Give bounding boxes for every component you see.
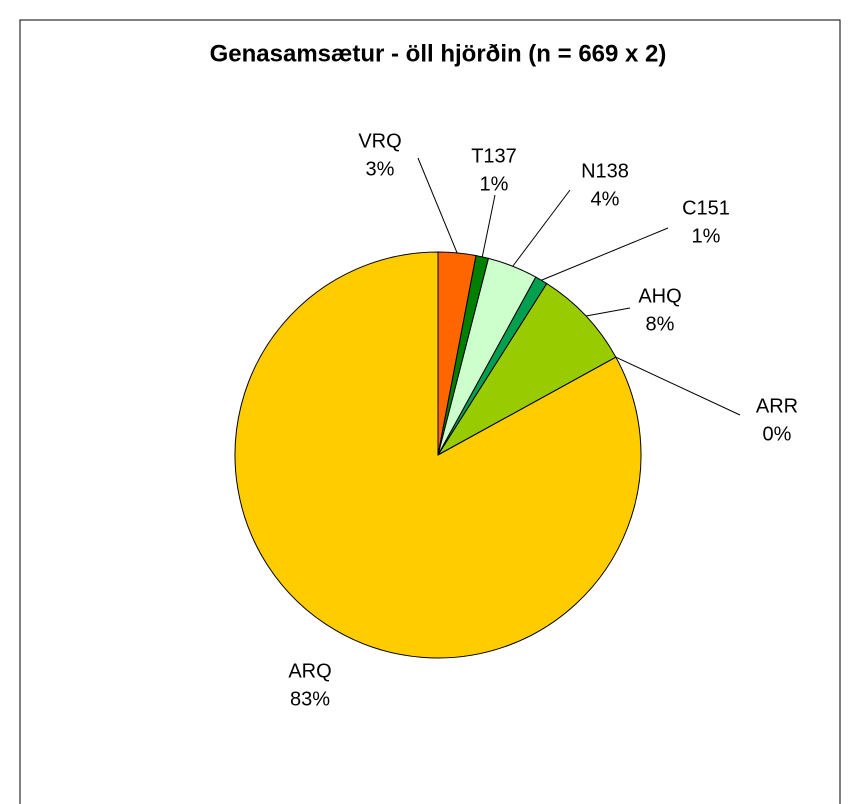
leader-line: [541, 227, 669, 281]
leader-line: [481, 194, 496, 257]
slice-label: AHQ: [638, 285, 681, 307]
pie-slice: [437, 282, 617, 456]
slice-value-label: 3%: [366, 158, 395, 180]
chart-title: Genasamsætur - öll hjörðin (n = 669 x 2): [210, 40, 667, 67]
slice-label: VRQ: [358, 130, 401, 152]
slice-value-label: 8%: [646, 313, 675, 335]
slice-label: ARQ: [288, 660, 331, 682]
leader-line: [615, 356, 741, 416]
slice-value-label: 1%: [692, 225, 721, 247]
leader-line: [512, 189, 571, 267]
slice-label: ARR: [756, 395, 798, 417]
pie-slice: [234, 251, 642, 659]
slice-value-label: 83%: [290, 688, 330, 710]
slice-value-label: 0%: [763, 423, 792, 445]
slice-label: N138: [581, 160, 629, 182]
slice-value-label: 4%: [591, 188, 620, 210]
slice-label: C151: [682, 197, 730, 219]
leader-line: [585, 307, 631, 317]
slice-label: T137: [471, 145, 517, 167]
slice-value-label: 1%: [480, 173, 509, 195]
leader-line: [417, 157, 458, 254]
